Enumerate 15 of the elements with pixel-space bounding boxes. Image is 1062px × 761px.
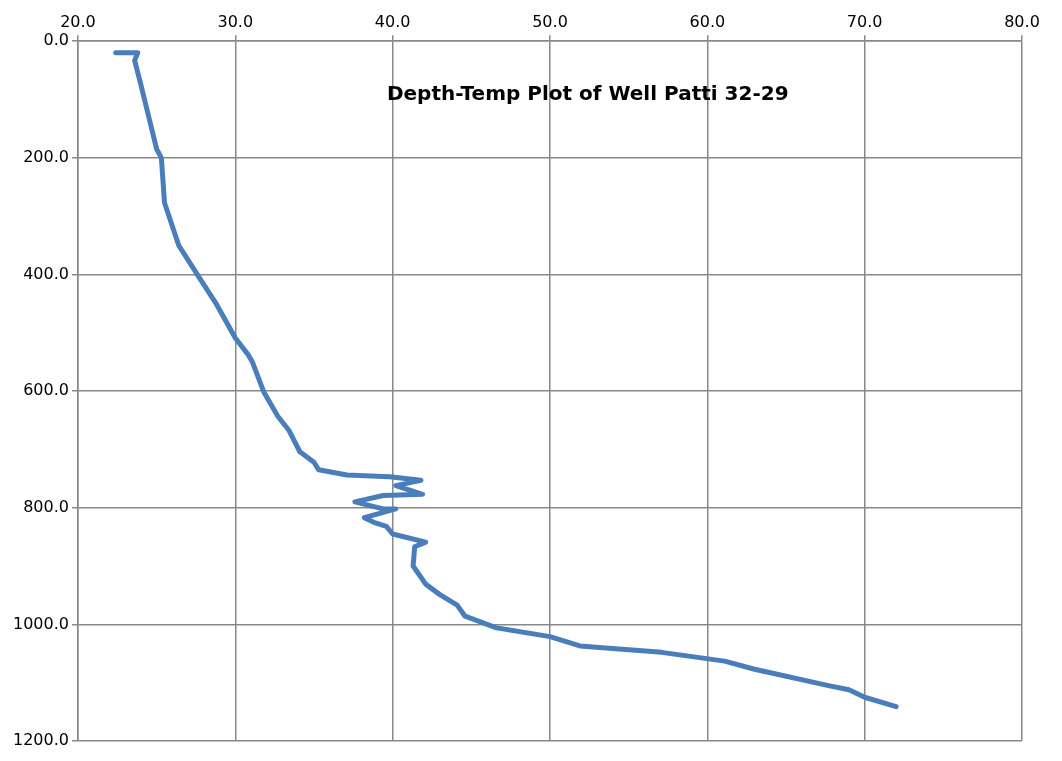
x-tick-label: 60.0 bbox=[689, 11, 726, 31]
y-tick-label: 600.0 bbox=[23, 380, 69, 400]
x-tick-label: 40.0 bbox=[374, 11, 411, 31]
y-tick-label: 400.0 bbox=[23, 263, 69, 283]
y-tick-label: 1000.0 bbox=[13, 613, 69, 633]
x-tick-label: 20.0 bbox=[60, 11, 96, 31]
y-tick-label: 1200.0 bbox=[13, 730, 69, 750]
x-tick-label: 50.0 bbox=[532, 11, 568, 31]
x-tick-label: 30.0 bbox=[217, 11, 254, 31]
x-tick-label: 70.0 bbox=[846, 11, 883, 31]
y-tick-label: 800.0 bbox=[23, 496, 69, 516]
y-tick-label: 200.0 bbox=[23, 146, 69, 166]
text: Depth-Temp Plot of Well Patti 32-29 bbox=[386, 81, 789, 106]
y-tick-label: 0.0 bbox=[43, 30, 69, 50]
x-tick-label: 80.0 bbox=[1004, 11, 1040, 31]
